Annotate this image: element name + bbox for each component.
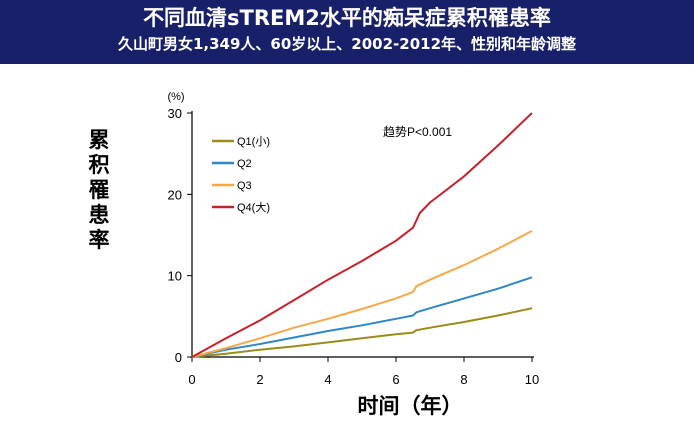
y-unit-label: (%): [167, 91, 184, 103]
x-tick-label: 8: [460, 372, 467, 387]
legend-label-q4: Q4(大): [237, 200, 270, 214]
series-line-q2: [191, 276, 533, 358]
series-line-q3: [191, 230, 533, 358]
trend-p-value-annotation: 趋势P<0.001: [383, 125, 452, 139]
y-tick-label: 30: [168, 106, 182, 121]
x-tick-label: 6: [392, 372, 399, 387]
x-tick-label: 4: [324, 372, 331, 387]
y-axis-label: 累积罹患率: [88, 128, 110, 252]
legend-label-q3: Q3: [237, 180, 252, 192]
title-banner: 不同血清sTREM2水平的痴呆症累积罹患率 久山町男女1,349人、60岁以上、…: [0, 0, 694, 64]
x-axis-label: 时间（年）: [357, 394, 463, 418]
y-tick-label: 0: [175, 350, 182, 365]
series-line-q1: [191, 307, 533, 358]
series-line-q4: [191, 112, 533, 358]
x-tick-label: 2: [256, 372, 263, 387]
x-tick-label: 10: [525, 372, 539, 387]
chart-title: 不同血清sTREM2水平的痴呆症累积罹患率: [143, 6, 551, 30]
y-tick-label: 20: [168, 187, 182, 202]
legend-label-q1: Q1(小): [237, 135, 270, 148]
chart-subtitle: 久山町男女1,349人、60岁以上、2002-2012年、性别和年龄调整: [117, 35, 577, 53]
legend-label-q2: Q2: [237, 158, 252, 170]
x-tick-label: 0: [188, 372, 195, 387]
y-tick-label: 10: [168, 269, 182, 284]
